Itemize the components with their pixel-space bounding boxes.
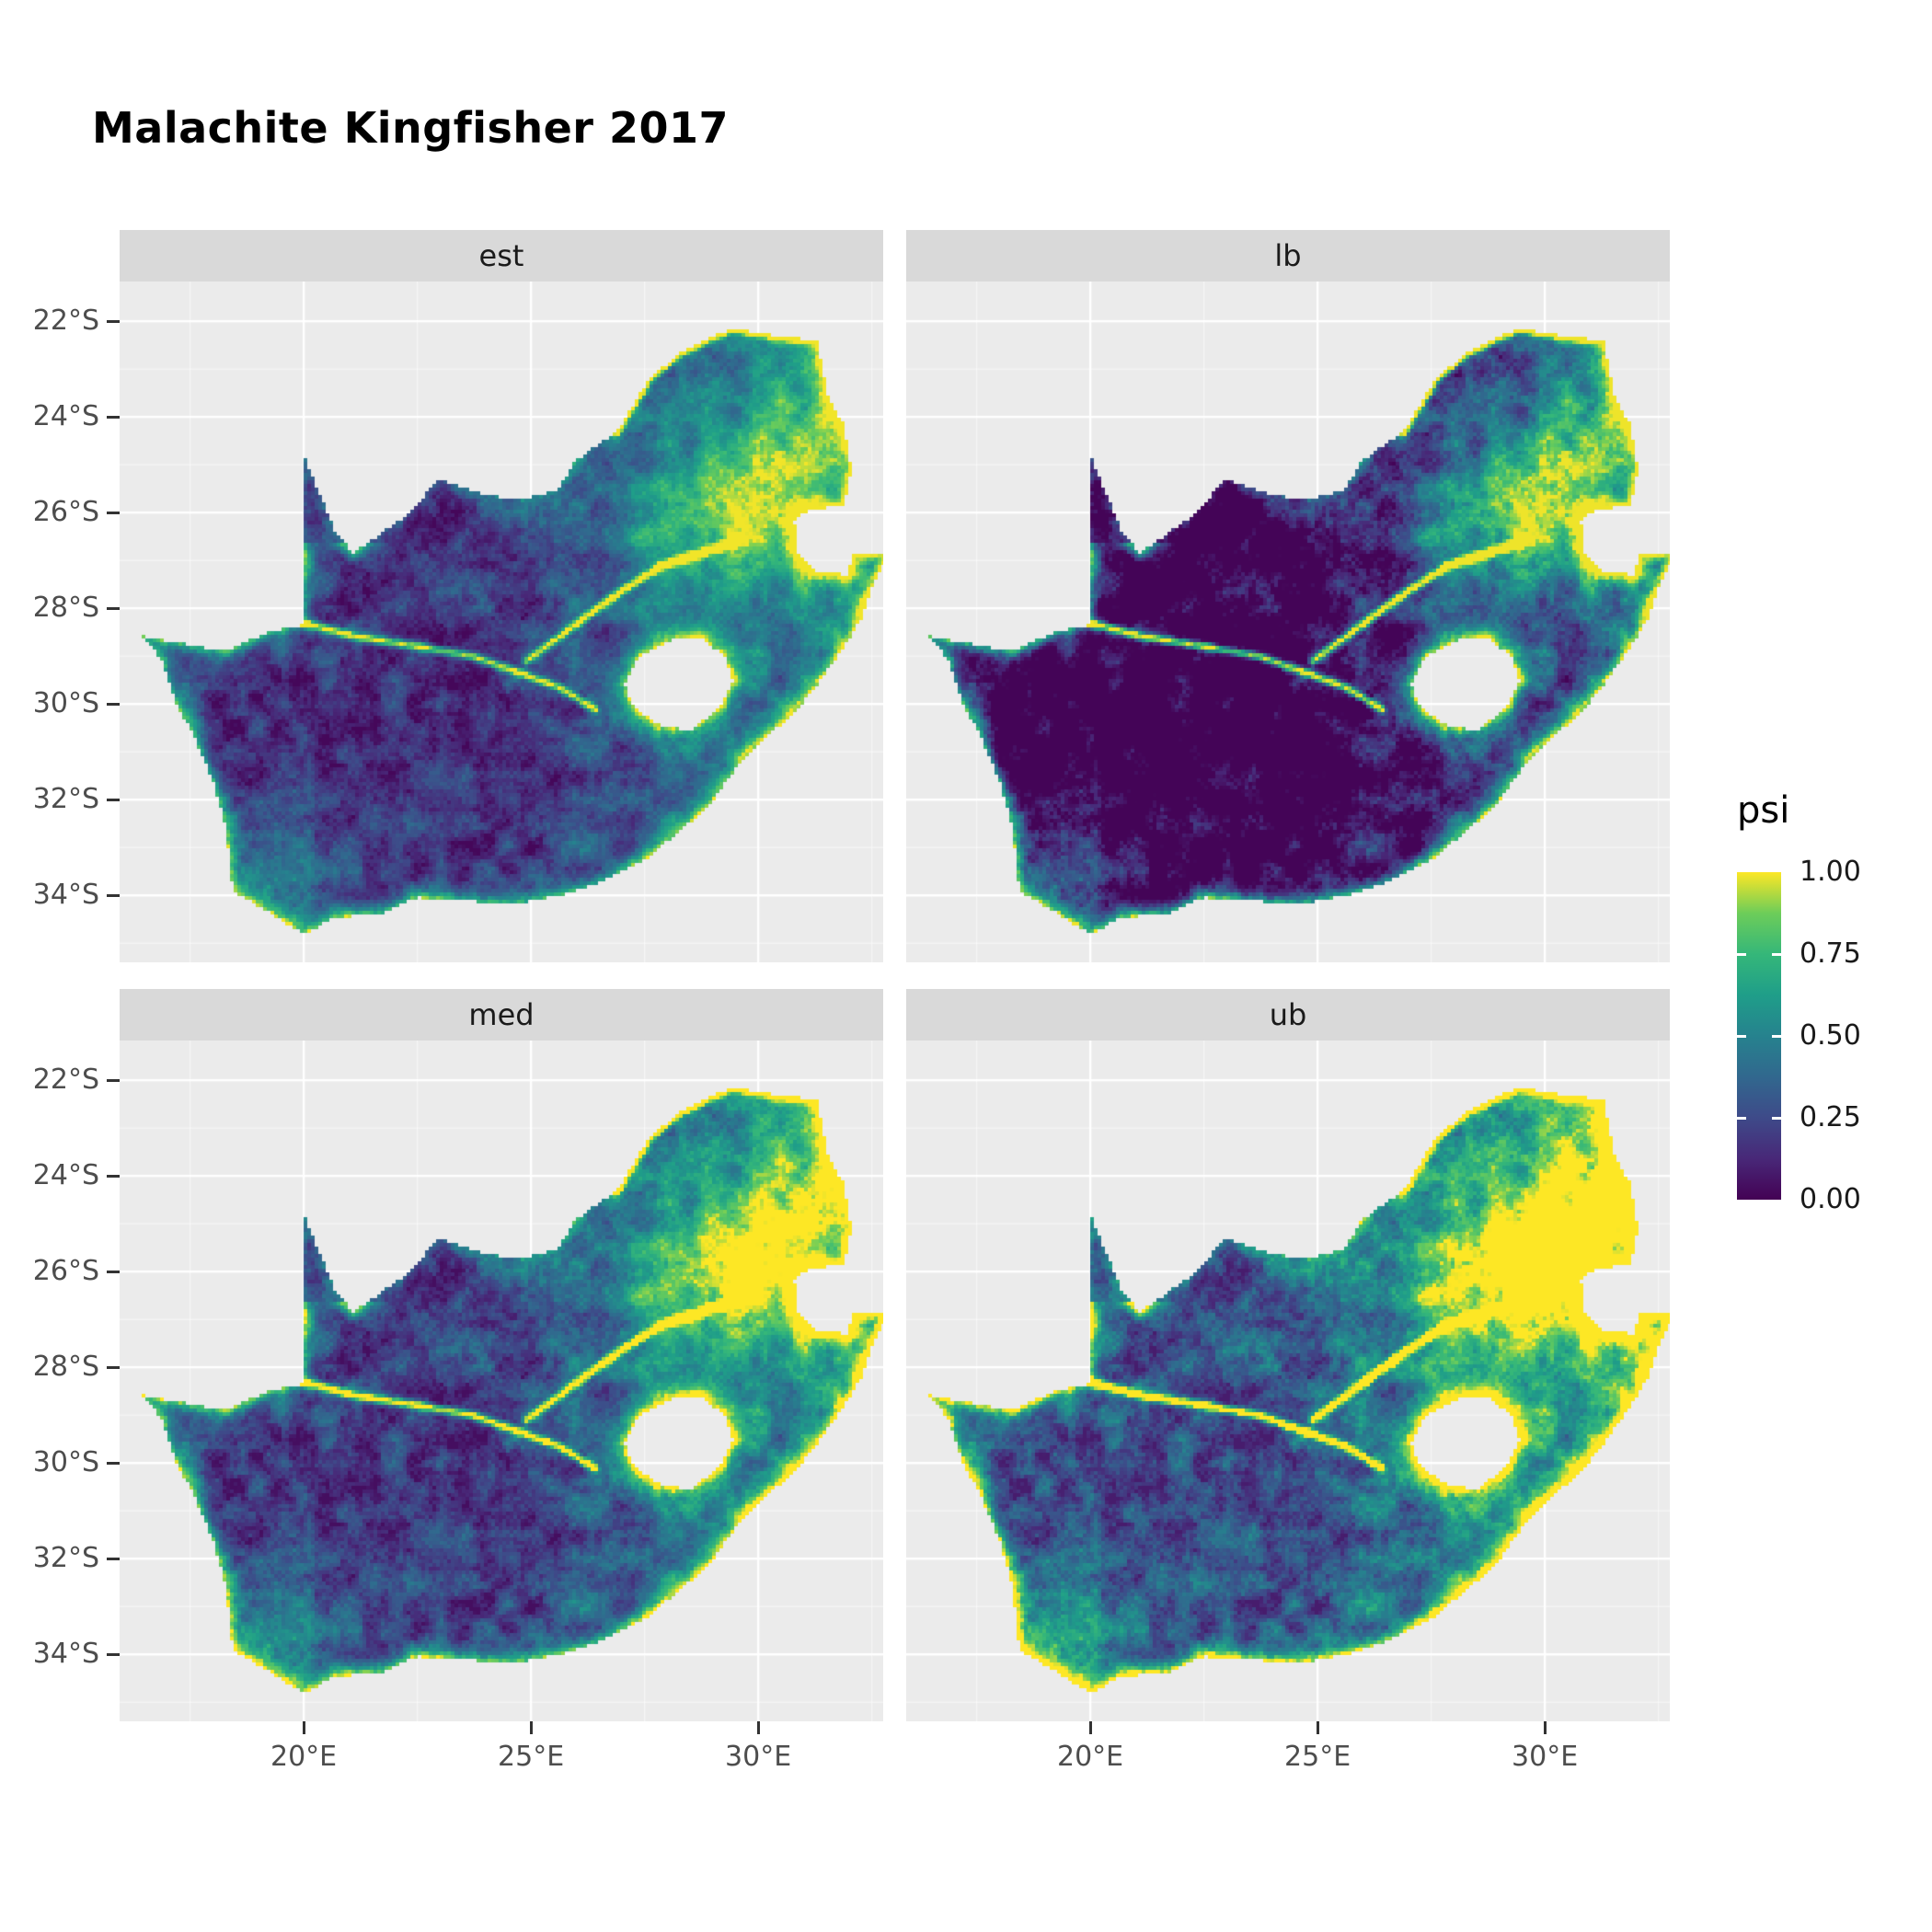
legend-tick-mark	[1772, 1116, 1781, 1120]
legend-tick-mark	[1737, 1116, 1746, 1120]
y-tick-mark	[107, 1461, 120, 1465]
x-tick-label: 25°E	[1284, 1741, 1351, 1773]
y-tick-mark	[107, 702, 120, 706]
x-tick-label: 30°E	[725, 1741, 792, 1773]
legend-tick-mark	[1737, 1034, 1746, 1038]
y-tick-label: 30°S	[32, 1446, 99, 1479]
y-tick-mark	[107, 511, 120, 514]
y-tick-mark	[107, 1270, 120, 1273]
y-tick-label: 22°S	[32, 305, 99, 338]
facet-panel-lb	[906, 282, 1670, 962]
y-tick-mark	[107, 606, 120, 610]
y-tick-label: 26°S	[32, 496, 99, 529]
facet-panel-med	[120, 1041, 883, 1721]
y-tick-mark	[107, 1557, 120, 1560]
facet-panel-est	[120, 282, 883, 962]
facet-strip-label: med	[468, 997, 535, 1032]
x-tick-mark	[1543, 1721, 1547, 1734]
legend: psi 1.00 0.75 0.50 0.25 0.00	[1733, 789, 1932, 1222]
legend-tick-label: 0.00	[1800, 1183, 1861, 1215]
facet-panel-ub	[906, 1041, 1670, 1721]
y-tick-mark	[107, 1078, 120, 1082]
map-canvas-med	[120, 1041, 883, 1721]
plot-title: Malachite Kingfisher 2017	[92, 103, 730, 153]
facet-strip-est: est	[120, 230, 883, 282]
legend-tick-label: 0.50	[1800, 1019, 1861, 1052]
facet-strip-label: ub	[1269, 997, 1307, 1032]
legend-tick-mark	[1772, 1034, 1781, 1038]
legend-tick-mark	[1737, 952, 1746, 956]
y-tick-label: 34°S	[32, 1638, 99, 1671]
legend-tick-label: 1.00	[1800, 856, 1861, 888]
map-canvas-est	[120, 282, 883, 962]
y-tick-label: 30°S	[32, 687, 99, 720]
x-tick-label: 20°E	[270, 1741, 338, 1773]
facet-strip-med: med	[120, 989, 883, 1041]
y-tick-mark	[107, 1365, 120, 1369]
y-tick-label: 32°S	[32, 783, 99, 816]
legend-tick-mark	[1772, 952, 1781, 956]
y-tick-label: 26°S	[32, 1255, 99, 1288]
map-canvas-ub	[906, 1041, 1670, 1721]
facet-strip-ub: ub	[906, 989, 1670, 1041]
y-tick-mark	[107, 319, 120, 323]
y-tick-label: 24°S	[32, 400, 99, 433]
facet-strip-lb: lb	[906, 230, 1670, 282]
y-tick-label: 28°S	[32, 592, 99, 625]
legend-tick-label: 0.25	[1800, 1101, 1861, 1133]
y-tick-mark	[107, 415, 120, 419]
facet-strip-label: lb	[1274, 238, 1302, 273]
y-tick-mark	[107, 1652, 120, 1656]
map-canvas-lb	[906, 282, 1670, 962]
y-tick-label: 32°S	[32, 1542, 99, 1575]
y-tick-mark	[107, 798, 120, 801]
x-tick-label: 25°E	[498, 1741, 565, 1773]
x-tick-mark	[529, 1721, 533, 1734]
y-tick-mark	[107, 1174, 120, 1178]
legend-tick-label: 0.75	[1800, 937, 1861, 970]
x-tick-mark	[302, 1721, 305, 1734]
x-tick-mark	[756, 1721, 760, 1734]
x-tick-label: 20°E	[1057, 1741, 1124, 1773]
y-tick-mark	[107, 893, 120, 897]
x-tick-mark	[1088, 1721, 1092, 1734]
y-tick-label: 24°S	[32, 1159, 99, 1192]
facet-strip-label: est	[478, 238, 524, 273]
y-tick-label: 34°S	[32, 879, 99, 912]
y-tick-label: 22°S	[32, 1064, 99, 1097]
y-tick-label: 28°S	[32, 1351, 99, 1384]
x-tick-label: 30°E	[1512, 1741, 1579, 1773]
x-tick-mark	[1316, 1721, 1319, 1734]
legend-title: psi	[1737, 789, 1790, 832]
